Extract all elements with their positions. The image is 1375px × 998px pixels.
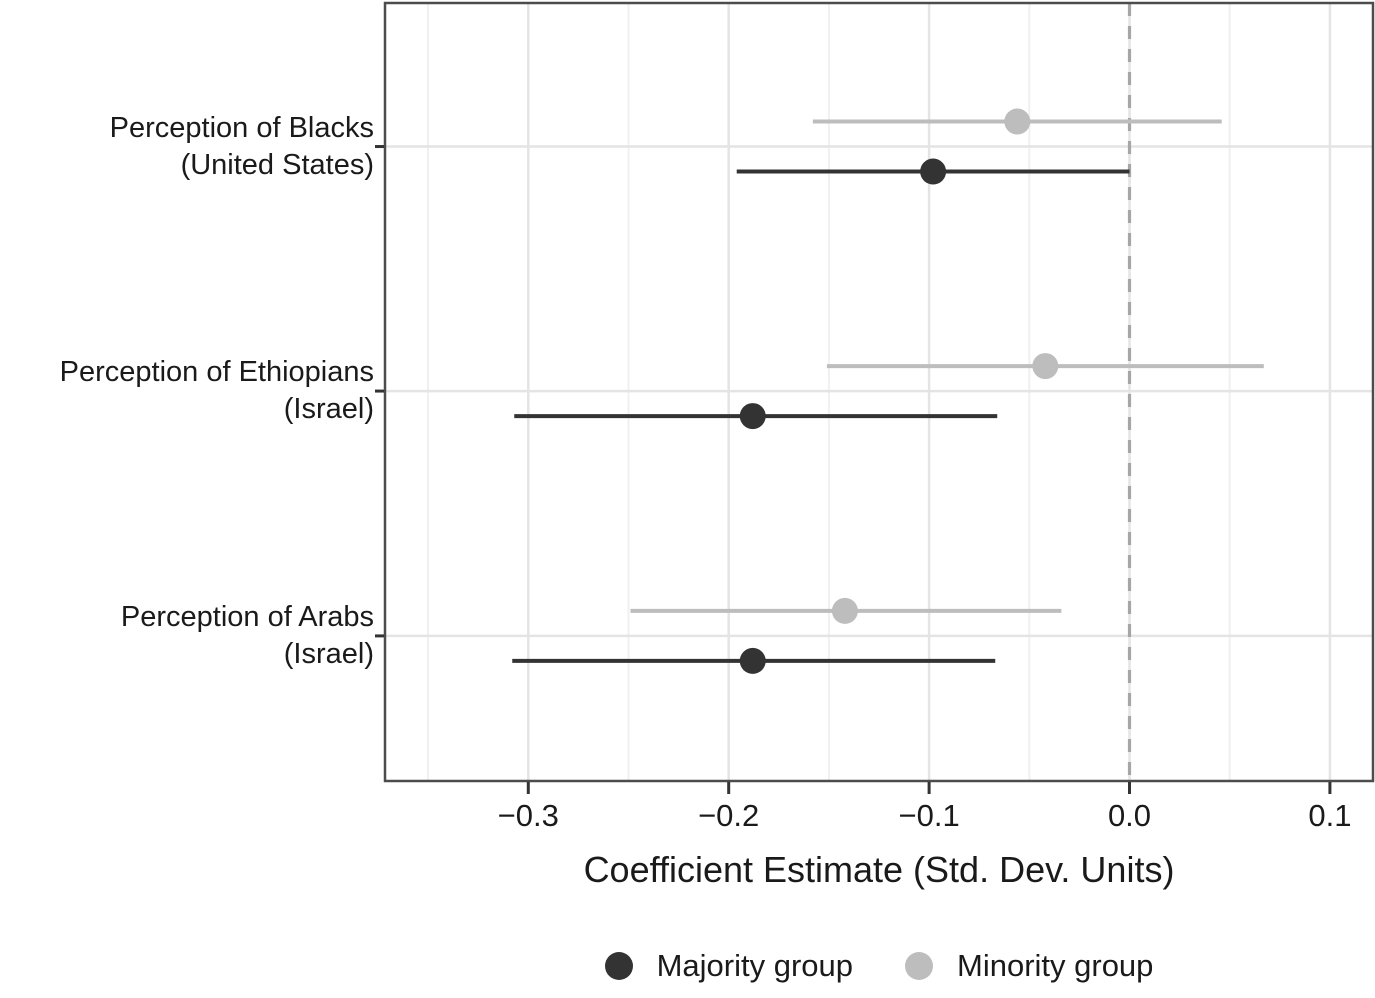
legend-dot-icon	[604, 952, 633, 980]
y-axis-category-label: Perception of Blacks (United States)	[0, 110, 374, 184]
category-label-line1: Perception of Ethiopians	[59, 356, 374, 389]
category-label-line2: (United States)	[180, 148, 374, 181]
y-axis-category-label: Perception of Arabs (Israel)	[0, 599, 374, 673]
legend-item: Minority group	[905, 948, 1153, 984]
x-axis-tick-label: −0.3	[497, 798, 559, 833]
legend-item: Majority group	[604, 948, 853, 984]
category-label-line2: (Israel)	[283, 393, 374, 426]
category-label-line1: Perception of Arabs	[120, 600, 374, 633]
legend-label: Majority group	[656, 948, 853, 983]
x-axis-tick-label: −0.2	[698, 798, 760, 833]
panel-border	[383, 1, 1375, 783]
point-estimate	[920, 158, 947, 185]
x-axis-tick-label: 0.0	[1107, 798, 1152, 833]
x-axis-tick-label: −0.1	[898, 798, 960, 833]
category-label-line2: (Israel)	[283, 637, 374, 670]
legend-dot-icon	[905, 952, 933, 980]
x-axis-tick-label: 0.1	[1308, 798, 1352, 833]
point-estimate	[1004, 108, 1031, 135]
legend-label: Minority group	[957, 948, 1154, 983]
y-axis-category-label: Perception of Ethiopians (Israel)	[0, 354, 374, 428]
point-estimate	[831, 597, 858, 624]
point-estimate	[739, 647, 766, 674]
category-label-line1: Perception of Blacks	[109, 111, 374, 144]
x-axis-title: Coefficient Estimate (Std. Dev. Units)	[583, 849, 1175, 890]
point-estimate	[739, 403, 766, 430]
point-estimate	[1032, 353, 1059, 380]
chart-legend: Majority group Minority group	[385, 938, 1373, 994]
